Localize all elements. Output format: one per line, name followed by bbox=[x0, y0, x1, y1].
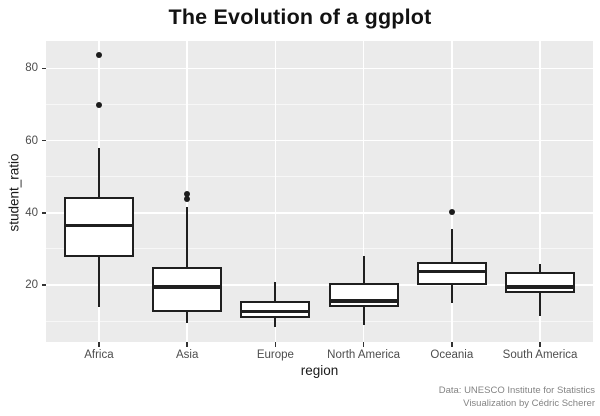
gridline-minor bbox=[46, 176, 593, 178]
lower-whisker bbox=[186, 312, 189, 323]
box-iqr bbox=[152, 266, 223, 313]
x-tick-label: South America bbox=[502, 349, 578, 361]
lower-whisker bbox=[450, 284, 453, 303]
gridline-major bbox=[46, 212, 593, 214]
upper-whisker bbox=[186, 207, 189, 267]
lower-whisker bbox=[97, 257, 100, 307]
gridline-vertical bbox=[274, 41, 277, 342]
y-tick-mark bbox=[41, 139, 46, 142]
outlier-point bbox=[95, 52, 102, 59]
median-line bbox=[242, 309, 309, 314]
x-tick-mark bbox=[274, 342, 277, 347]
x-tick-mark bbox=[362, 342, 365, 347]
caption-line-2: Visualization by Cédric Scherer bbox=[463, 397, 595, 409]
outlier-point bbox=[184, 190, 191, 197]
upper-whisker bbox=[450, 229, 453, 262]
median-line bbox=[507, 285, 574, 289]
gridline-major bbox=[46, 284, 593, 286]
y-tick-label: 60 bbox=[25, 134, 38, 147]
y-tick-mark bbox=[41, 212, 46, 214]
upper-whisker bbox=[539, 264, 542, 273]
lower-whisker bbox=[362, 306, 365, 326]
box-iqr bbox=[240, 300, 311, 318]
gridline-minor bbox=[46, 248, 593, 250]
gridline-vertical bbox=[539, 41, 541, 342]
median-line bbox=[65, 223, 132, 228]
upper-whisker bbox=[274, 282, 277, 301]
x-tick-label: Africa bbox=[84, 349, 114, 361]
y-tick-label: 40 bbox=[25, 206, 38, 219]
x-tick-label: Asia bbox=[175, 349, 199, 361]
lower-whisker bbox=[539, 292, 542, 316]
median-line bbox=[330, 299, 397, 303]
upper-whisker bbox=[97, 148, 100, 197]
gridline-vertical bbox=[451, 41, 453, 342]
y-tick-label: 20 bbox=[25, 278, 38, 291]
caption: Data: UNESCO Institute for Statistics Vi… bbox=[439, 385, 595, 410]
x-tick-label: Europe bbox=[256, 349, 294, 361]
x-tick-label: Oceania bbox=[430, 349, 474, 361]
lower-whisker bbox=[274, 317, 277, 328]
gridline-major bbox=[46, 139, 593, 142]
y-tick-mark bbox=[41, 67, 46, 70]
box-iqr bbox=[505, 272, 576, 293]
y-axis-title: student_ratio bbox=[6, 153, 22, 232]
gridline-vertical bbox=[362, 41, 365, 342]
y-tick-label: 80 bbox=[25, 62, 38, 75]
x-tick-mark bbox=[98, 342, 100, 347]
x-tick-mark bbox=[451, 342, 453, 347]
outlier-point bbox=[184, 195, 191, 202]
median-line bbox=[418, 269, 485, 274]
outlier-point bbox=[95, 102, 102, 109]
box-iqr bbox=[416, 261, 487, 285]
gridline-major bbox=[46, 67, 593, 70]
box-iqr bbox=[328, 282, 399, 307]
plot-panel bbox=[46, 41, 593, 342]
x-tick-mark bbox=[539, 342, 541, 347]
y-tick-mark bbox=[41, 284, 46, 286]
upper-whisker bbox=[362, 255, 365, 283]
outlier-point bbox=[448, 209, 455, 216]
x-tick-label: North America bbox=[327, 349, 401, 361]
x-tick-mark bbox=[186, 342, 188, 347]
median-line bbox=[154, 285, 221, 289]
chart-title: The Evolution of a ggplot bbox=[168, 5, 432, 29]
x-axis-title: region bbox=[300, 363, 339, 378]
gridline-minor bbox=[46, 320, 593, 322]
gridline-minor bbox=[46, 104, 593, 106]
caption-line-1: Data: UNESCO Institute for Statistics bbox=[438, 385, 595, 396]
